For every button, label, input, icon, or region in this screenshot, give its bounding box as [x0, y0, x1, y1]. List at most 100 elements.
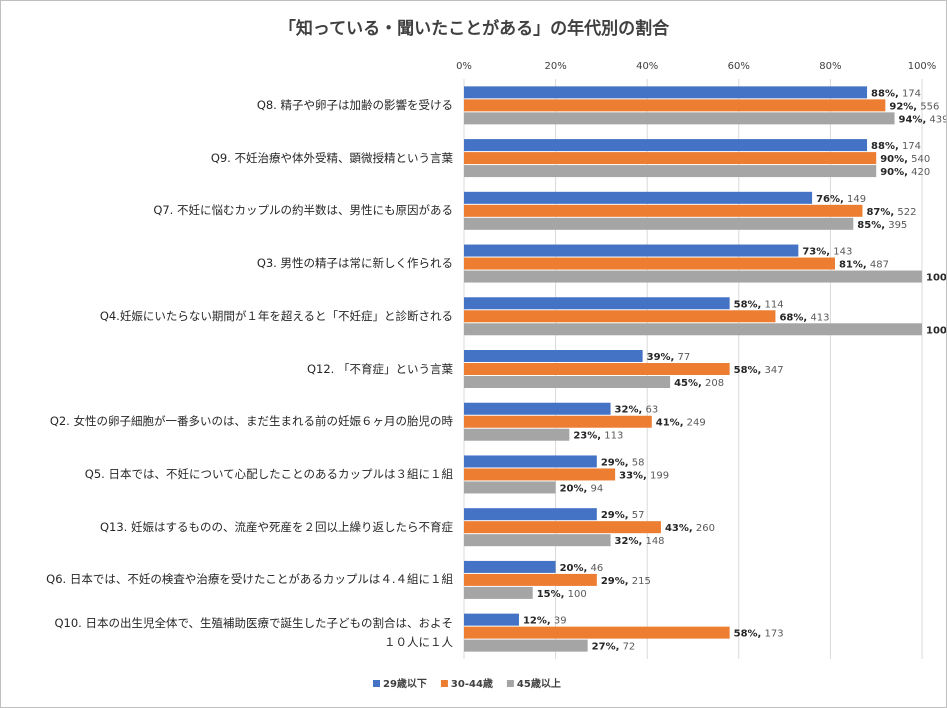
bar [464, 217, 854, 230]
bar [464, 402, 611, 415]
data-label-count: 522 [894, 207, 916, 218]
bar [464, 244, 799, 257]
bar [464, 613, 519, 626]
data-label: 20%, 46 [560, 563, 604, 574]
bar [464, 257, 835, 270]
data-label-percent: 32%, [615, 405, 643, 416]
data-label: 76%, 149 [816, 194, 866, 205]
data-label: 87%, 522 [866, 207, 916, 218]
data-label-percent: 68%, [779, 312, 807, 323]
bar [464, 415, 652, 428]
bar [464, 152, 877, 165]
category-label: Q9. 不妊治療や体外受精、顕微授精という言葉 [210, 150, 453, 165]
data-label: 23%, 113 [573, 431, 623, 442]
bar [464, 310, 776, 323]
data-label-count: 420 [908, 167, 930, 178]
data-label-percent: 45%, [674, 378, 702, 389]
data-label: 81%, 487 [839, 260, 889, 271]
data-label-count: 174 [899, 141, 921, 152]
bar [464, 481, 556, 494]
data-label-percent: 76%, [816, 194, 844, 205]
bar [464, 139, 868, 152]
data-label-percent: 15%, [537, 589, 565, 600]
bar [464, 560, 556, 573]
data-label-percent: 20%, [560, 483, 588, 494]
legend-label: 29歳以下 [383, 677, 427, 690]
data-label: 88%, 174 [871, 141, 921, 152]
data-label-percent: 32%, [615, 536, 643, 547]
data-label-percent: 39%, [647, 352, 675, 363]
data-label-count: 260 [693, 523, 715, 534]
data-label: 68%, 413 [779, 312, 829, 323]
data-label-count: 173 [761, 629, 783, 640]
data-label-percent: 12%, [523, 616, 551, 627]
category-label: Q8. 精子や卵子は加齢の影響を受ける [256, 97, 453, 112]
data-label: 92%, 556 [889, 101, 939, 112]
bar [464, 165, 877, 178]
data-label: 20%, 94 [560, 483, 604, 494]
data-label: 100%, 253 [926, 325, 947, 336]
data-label-percent: 58%, [734, 629, 762, 640]
data-label-count: 94 [587, 483, 603, 494]
data-label-percent: 27%, [592, 642, 620, 653]
bar [464, 350, 643, 362]
data-label: 88%, 174 [871, 88, 921, 99]
data-label-percent: 90%, [880, 167, 908, 178]
bar [464, 573, 597, 586]
data-label-count: 249 [684, 418, 706, 429]
x-tick-label: 60% [728, 61, 750, 72]
legend-swatch [506, 680, 514, 687]
bar [464, 586, 533, 599]
data-label-count: 143 [830, 247, 852, 258]
bar [464, 639, 588, 652]
data-label-count: 72 [619, 642, 635, 653]
data-label-count: 556 [917, 101, 939, 112]
data-label: 58%, 114 [734, 299, 784, 310]
bar [464, 112, 895, 125]
bar [464, 521, 661, 534]
data-label: 58%, 347 [734, 365, 784, 376]
x-tick-label: 80% [819, 61, 841, 72]
data-label: 41%, 249 [656, 418, 706, 429]
data-label-count: 39 [551, 616, 567, 627]
data-label-count: 439 [926, 114, 947, 125]
bar [464, 468, 616, 481]
data-label-count: 63 [642, 405, 658, 416]
data-label: 15%, 100 [537, 589, 587, 600]
bar [464, 508, 597, 521]
data-label-percent: 29%, [601, 510, 629, 521]
category-label: Q4.妊娠にいたらない期間が１年を超えると「不妊症」と診断される [99, 308, 453, 323]
category-label: Q3. 男性の精子は常に新しく作られる [256, 256, 453, 271]
chart-title: 「知っている・聞いたことがある」の年代別の割合 [279, 18, 670, 39]
data-label-percent: 20%, [560, 563, 588, 574]
data-label-count: 77 [674, 352, 690, 363]
x-tick-label: 100% [908, 61, 937, 72]
bar [464, 363, 730, 375]
data-label-percent: 58%, [734, 365, 762, 376]
data-label: 33%, 199 [619, 470, 669, 481]
data-label-count: 413 [807, 312, 829, 323]
data-label-count: 113 [601, 431, 623, 442]
data-label-percent: 90%, [880, 154, 908, 165]
category-label: Q10. 日本の出生児全体で、生殖補助医療で誕生した子どもの割合は、およそ１０人… [54, 615, 453, 649]
data-label-count: 487 [867, 260, 889, 271]
data-label-percent: 94%, [899, 114, 927, 125]
data-label-percent: 100%, [926, 325, 947, 336]
legend-swatch [440, 680, 448, 687]
data-label-count: 149 [844, 194, 866, 205]
legend-label: 45歳以上 [517, 677, 561, 690]
data-label-count: 540 [908, 154, 930, 165]
bar [464, 626, 730, 639]
data-label-count: 395 [885, 220, 907, 231]
category-label: Q12. 「不育症」という言葉 [307, 361, 453, 376]
data-label-percent: 73%, [802, 247, 830, 258]
data-label-count: 148 [642, 536, 664, 547]
data-label: 29%, 58 [601, 457, 645, 468]
bar [464, 455, 597, 468]
data-label: 90%, 540 [880, 154, 930, 165]
category-label: Q13. 妊娠はするものの、流産や死産を２回以上繰り返したら不育症 [100, 519, 453, 534]
data-label-percent: 81%, [839, 260, 867, 271]
category-label: Q2. 女性の卵子細胞が一番多いのは、まだ生まれる前の妊娠６ヶ月の胎児の時 [49, 414, 453, 429]
bar [464, 376, 671, 388]
